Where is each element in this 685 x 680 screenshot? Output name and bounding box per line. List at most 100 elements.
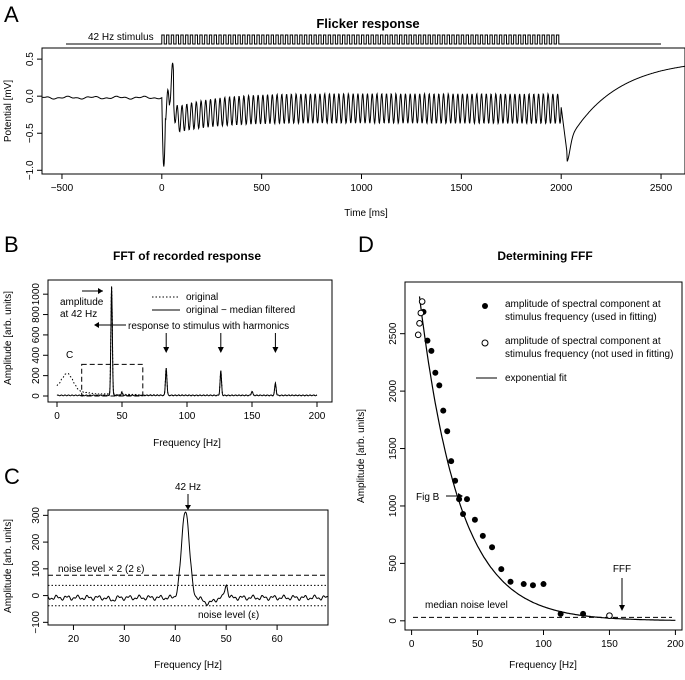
noise-label: noise level (ε) xyxy=(198,610,259,621)
panel-c-y-ticks: −100 0 100 200 300 xyxy=(31,507,48,634)
panel-c-ylabel: Amplitude [arb. units] xyxy=(3,519,14,613)
panel-a-xtick-label-3: 1000 xyxy=(350,183,373,194)
panel-a-x-ticks: −500 0 500 1000 1500 2000 2500 xyxy=(51,174,673,194)
used-point-13 xyxy=(479,532,486,539)
harmonic-arrowhead-icon-3 xyxy=(272,347,279,353)
panel-b-ylabel: Amplitude [arb. units] xyxy=(3,291,14,385)
used-point-12 xyxy=(471,516,478,523)
unused-point-1 xyxy=(416,320,423,327)
panel-b-xlabel: Frequency [Hz] xyxy=(153,438,221,449)
panel-c-ytick-label-2: 100 xyxy=(31,560,42,577)
panel-d-xtick-label-0: 0 xyxy=(409,639,415,650)
unused-point-2 xyxy=(417,309,425,317)
legend-unused-line1: amplitude of spectral component at xyxy=(505,336,661,347)
used-point-18 xyxy=(529,582,536,589)
used-point-8 xyxy=(452,477,459,484)
panel-b-xtick-label-3: 150 xyxy=(244,411,261,422)
noise-x2-label: noise level × 2 (2 ε) xyxy=(58,564,144,575)
panel-d-x-ticks: 0 50 100 150 200 xyxy=(409,630,684,650)
panel-a-ytick-label-0: −1.0 xyxy=(25,160,36,180)
legend-fit-label: exponential fit xyxy=(505,373,567,384)
harmonic-arrows xyxy=(163,333,279,353)
panel-b-x-ticks: 0 50 100 150 200 xyxy=(54,402,326,422)
legend-original-label: original xyxy=(186,292,218,303)
panel-letter-a: A xyxy=(4,2,19,27)
panel-b-ytick-label-2: 400 xyxy=(31,346,42,363)
legend-open-marker xyxy=(481,339,489,347)
used-point-16 xyxy=(507,578,514,585)
panel-a-ytick-label-2: 0.0 xyxy=(25,89,36,103)
panel-d-ytick-label-3: 1500 xyxy=(388,437,399,460)
panel-a-frame xyxy=(41,47,685,175)
panel-d-ylabel: Amplitude [arb. units] xyxy=(356,409,367,503)
peak-42-label: 42 Hz xyxy=(175,482,201,493)
panel-d-ytick-label-2: 1000 xyxy=(388,494,399,517)
legend-used-line1: amplitude of spectral component at xyxy=(505,299,661,310)
panel-b-legend: original original − median filtered xyxy=(152,292,295,316)
panel-d: Determining FFF median noise level FFF F… xyxy=(356,249,684,671)
stimulus-trace xyxy=(66,34,661,45)
used-point-1 xyxy=(424,337,431,344)
panel-b-ytick-label-5: 1000 xyxy=(31,283,42,306)
panel-a-xtick-label-5: 2000 xyxy=(550,183,573,194)
zoom-spectrum-trace xyxy=(47,511,329,606)
used-point-9 xyxy=(456,496,463,503)
panel-d-xtick-label-2: 100 xyxy=(535,639,552,650)
panel-a: Flicker response 42 Hz stimulus −500 0 500… xyxy=(3,16,685,219)
panel-a-xlabel: Time [ms] xyxy=(344,208,388,219)
panel-d-ytick-label-5: 2500 xyxy=(388,322,399,345)
amplitude-42-label: amplitude at 42 Hz xyxy=(60,297,106,320)
panel-c-ytick-label-4: 300 xyxy=(31,507,42,524)
used-point-19 xyxy=(540,581,547,588)
panel-b-xtick-label-2: 100 xyxy=(179,411,196,422)
panel-c-xtick-label-1: 30 xyxy=(119,634,131,645)
panel-d-title: Determining FFF xyxy=(497,249,592,263)
legend-used-line2: stimulus frequency (used in fitting) xyxy=(505,312,657,323)
used-point-2 xyxy=(428,347,435,354)
used-point-15 xyxy=(498,566,505,573)
panel-d-xtick-label-4: 200 xyxy=(667,639,684,650)
panel-b-ytick-label-4: 800 xyxy=(31,306,42,323)
harmonics-arrowhead-icon xyxy=(94,322,99,328)
used-point-7 xyxy=(448,458,455,465)
panel-a-xtick-label-0: −500 xyxy=(51,183,74,194)
amplitude-42-arrowhead-icon xyxy=(98,288,103,294)
legend-filled-marker xyxy=(482,303,488,309)
used-point-4 xyxy=(436,382,443,389)
panel-c: 42 Hz noise level × 2 (2 ε) noise level … xyxy=(3,482,329,671)
used-points xyxy=(420,308,587,617)
panel-letter-c: C xyxy=(4,464,20,489)
zoom-box xyxy=(81,363,144,397)
harmonic-arrowhead-icon-1 xyxy=(163,347,170,353)
stimulus-label: 42 Hz stimulus xyxy=(88,32,154,43)
harmonics-label: response to stimulus with harmonics xyxy=(128,321,289,332)
panel-b-ytick-label-0: 0 xyxy=(31,393,42,399)
panel-c-xlabel: Frequency [Hz] xyxy=(154,660,222,671)
panel-a-ylabel: Potential [mV] xyxy=(3,80,14,142)
used-point-10 xyxy=(460,511,467,517)
panel-d-xtick-label-1: 50 xyxy=(472,639,484,650)
used-point-14 xyxy=(489,544,496,551)
unused-point-0 xyxy=(414,331,422,339)
panel-a-xtick-label-4: 1500 xyxy=(450,183,473,194)
panel-b-title: FFT of recorded response xyxy=(113,249,261,263)
unused-points xyxy=(414,298,613,619)
panel-c-xtick-label-3: 50 xyxy=(221,634,233,645)
harmonic-arrowhead-icon-2 xyxy=(217,347,224,353)
panel-c-xtick-label-2: 40 xyxy=(170,634,182,645)
panel-a-xtick-label-6: 2500 xyxy=(650,183,673,194)
median-noise-label: median noise level xyxy=(425,600,508,611)
panel-b-ytick-label-3: 600 xyxy=(31,326,42,343)
fff-arrowhead-icon xyxy=(619,605,625,611)
peak-42-arrowhead-icon xyxy=(185,505,191,510)
fff-label: FFF xyxy=(613,564,631,575)
panel-c-xtick-label-0: 20 xyxy=(68,634,80,645)
panel-b-xtick-label-0: 0 xyxy=(54,411,60,422)
panel-b-xtick-label-4: 200 xyxy=(309,411,326,422)
panel-b: FFT of recorded response C amplitude at … xyxy=(3,249,333,449)
zoom-box-label: C xyxy=(66,350,73,361)
fig-b-label: Fig B xyxy=(416,492,440,503)
panel-a-y-ticks: −1.0 −0.5 0.0 0.5 xyxy=(25,52,42,180)
